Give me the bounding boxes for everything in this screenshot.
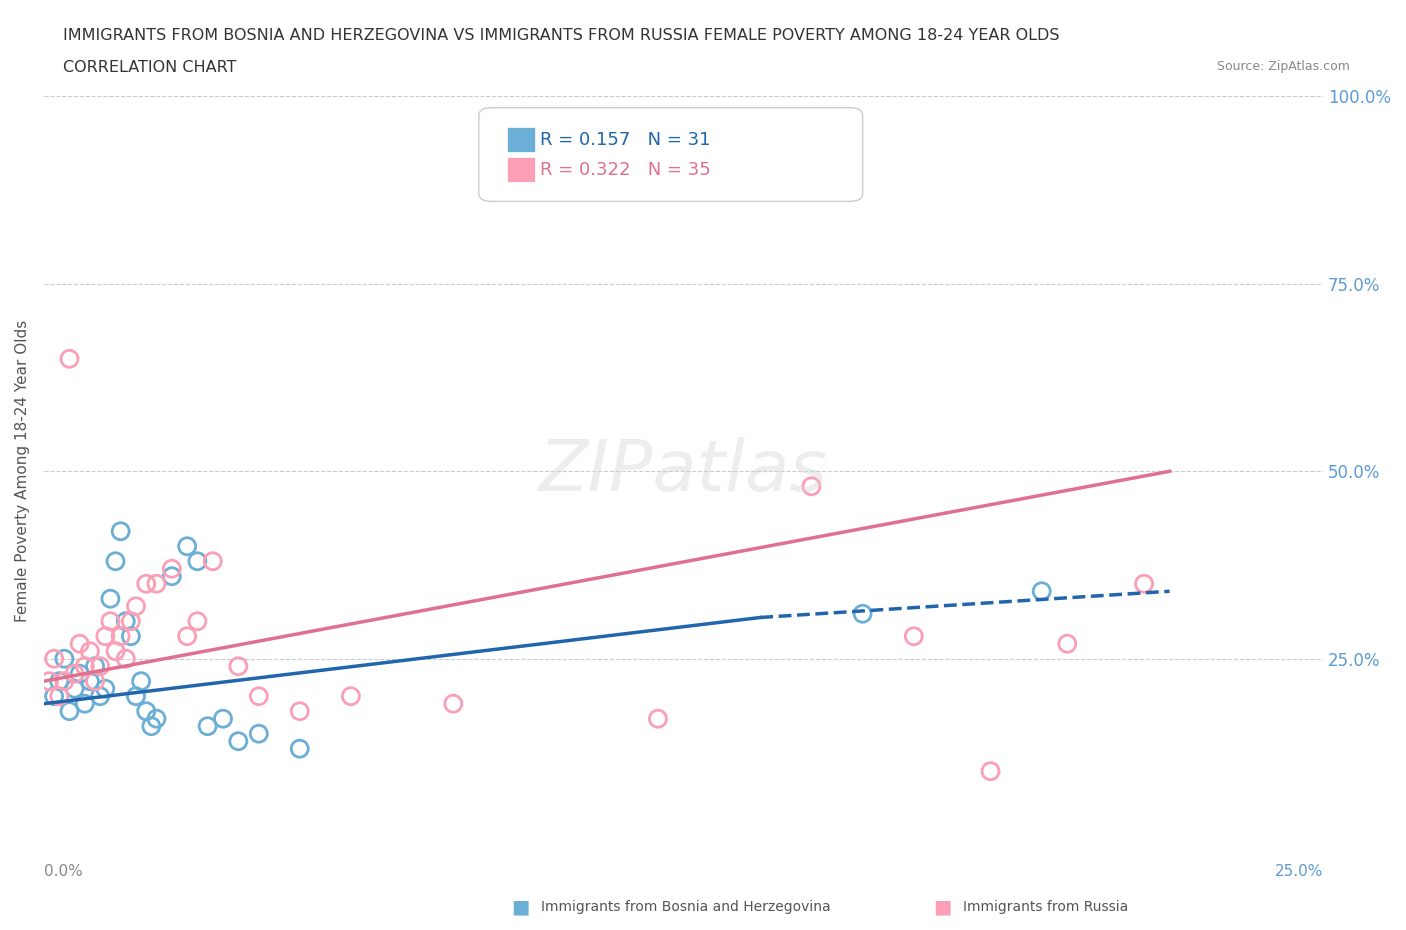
Point bbox=[89, 689, 111, 704]
Text: ■: ■ bbox=[932, 897, 952, 916]
Text: Immigrants from Bosnia and Herzegovina: Immigrants from Bosnia and Herzegovina bbox=[541, 899, 831, 914]
Point bbox=[903, 629, 925, 644]
Point bbox=[160, 569, 183, 584]
Point bbox=[94, 629, 117, 644]
Point bbox=[69, 666, 91, 681]
Text: CORRELATION CHART: CORRELATION CHART bbox=[63, 60, 236, 75]
Point bbox=[1056, 636, 1078, 651]
Point bbox=[100, 591, 122, 606]
Point bbox=[145, 577, 167, 591]
Text: ■: ■ bbox=[510, 897, 530, 916]
Point bbox=[63, 666, 86, 681]
Text: IMMIGRANTS FROM BOSNIA AND HERZEGOVINA VS IMMIGRANTS FROM RUSSIA FEMALE POVERTY : IMMIGRANTS FROM BOSNIA AND HERZEGOVINA V… bbox=[63, 28, 1060, 43]
Point bbox=[48, 689, 70, 704]
Point bbox=[197, 719, 219, 734]
Text: Source: ZipAtlas.com: Source: ZipAtlas.com bbox=[1216, 60, 1350, 73]
Point bbox=[125, 599, 148, 614]
Point bbox=[114, 651, 136, 666]
Text: R = 0.322   N = 35: R = 0.322 N = 35 bbox=[540, 161, 711, 179]
Point bbox=[212, 711, 235, 726]
Point bbox=[129, 673, 152, 688]
Point bbox=[84, 658, 107, 673]
FancyBboxPatch shape bbox=[508, 127, 536, 152]
Point bbox=[340, 689, 363, 704]
Point bbox=[104, 644, 127, 658]
Point bbox=[1133, 577, 1156, 591]
Point bbox=[135, 577, 157, 591]
Point bbox=[201, 553, 224, 568]
Point bbox=[89, 658, 111, 673]
Point bbox=[980, 764, 1002, 778]
Point bbox=[84, 673, 107, 688]
Point bbox=[186, 553, 208, 568]
Point bbox=[100, 614, 122, 629]
Point bbox=[104, 553, 127, 568]
Point bbox=[800, 479, 823, 494]
Point bbox=[114, 614, 136, 629]
Point bbox=[160, 562, 183, 577]
Point bbox=[110, 524, 132, 538]
Point bbox=[1031, 584, 1053, 599]
Point bbox=[58, 352, 80, 366]
Point bbox=[145, 711, 167, 726]
Point bbox=[58, 704, 80, 719]
Point bbox=[288, 741, 311, 756]
Point bbox=[186, 614, 208, 629]
Point bbox=[63, 682, 86, 697]
Point bbox=[38, 673, 60, 688]
Point bbox=[79, 673, 101, 688]
Text: 25.0%: 25.0% bbox=[1275, 864, 1323, 879]
Point bbox=[48, 673, 70, 688]
Point bbox=[135, 704, 157, 719]
Point bbox=[288, 704, 311, 719]
Point bbox=[247, 726, 270, 741]
Point bbox=[94, 682, 117, 697]
Point bbox=[79, 644, 101, 658]
FancyBboxPatch shape bbox=[508, 157, 536, 182]
Point bbox=[42, 689, 65, 704]
Text: R = 0.157   N = 31: R = 0.157 N = 31 bbox=[540, 131, 711, 149]
Point bbox=[120, 614, 142, 629]
Point bbox=[120, 629, 142, 644]
Point bbox=[228, 734, 250, 749]
Point bbox=[441, 697, 464, 711]
Point bbox=[73, 697, 96, 711]
Point bbox=[176, 538, 198, 553]
Point bbox=[647, 711, 669, 726]
Point bbox=[141, 719, 163, 734]
Point bbox=[69, 636, 91, 651]
Text: ZIPatlas: ZIPatlas bbox=[538, 437, 828, 506]
Text: Immigrants from Russia: Immigrants from Russia bbox=[963, 899, 1129, 914]
Point bbox=[228, 658, 250, 673]
Text: 0.0%: 0.0% bbox=[44, 864, 83, 879]
FancyBboxPatch shape bbox=[479, 108, 863, 202]
Point bbox=[125, 689, 148, 704]
Y-axis label: Female Poverty Among 18-24 Year Olds: Female Poverty Among 18-24 Year Olds bbox=[15, 320, 30, 622]
Point bbox=[176, 629, 198, 644]
Point bbox=[247, 689, 270, 704]
Point bbox=[110, 629, 132, 644]
Point bbox=[73, 658, 96, 673]
Point bbox=[53, 673, 76, 688]
Point bbox=[42, 651, 65, 666]
Point bbox=[852, 606, 875, 621]
Point bbox=[53, 651, 76, 666]
